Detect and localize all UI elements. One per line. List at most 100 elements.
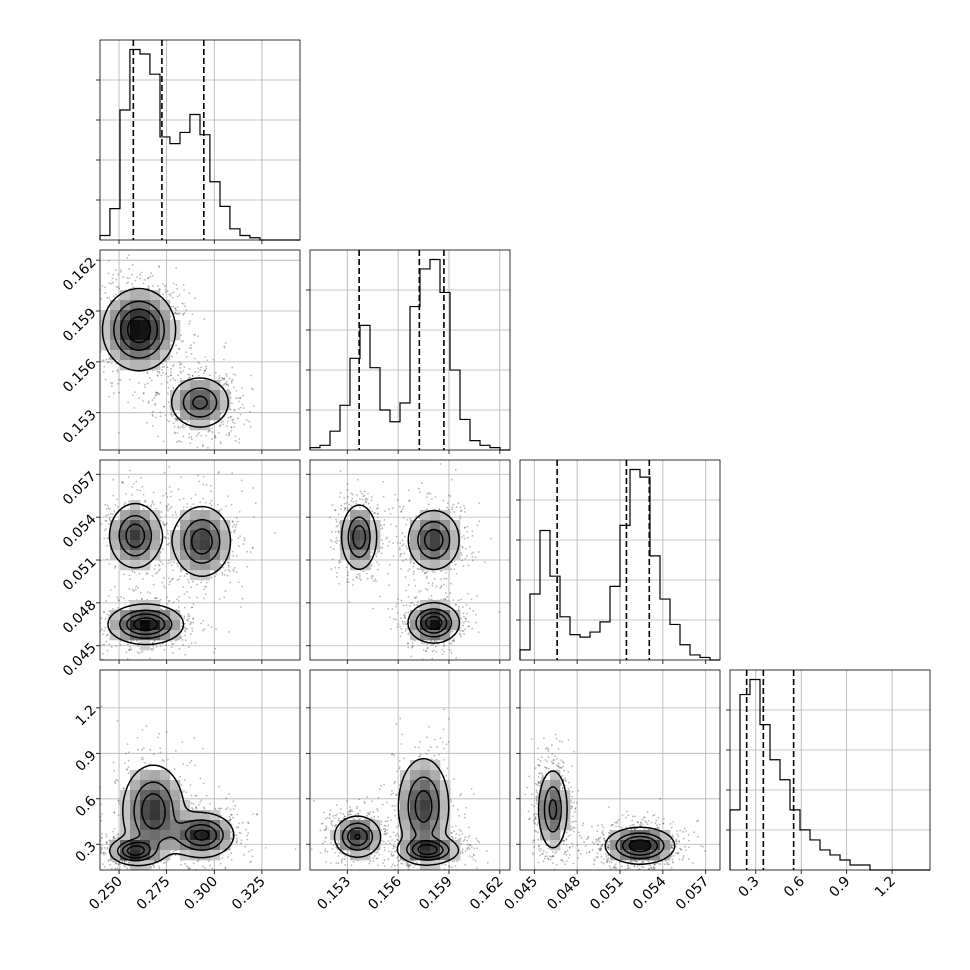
scatter-point	[225, 808, 228, 811]
x-tick-label: 0.9	[826, 874, 853, 901]
scatter-point	[471, 559, 474, 562]
scatter-point	[234, 529, 237, 532]
scatter-point	[226, 574, 229, 577]
scatter-point	[457, 599, 460, 602]
scatter-point	[412, 573, 415, 575]
scatter-point	[184, 653, 187, 656]
scatter-point	[211, 427, 214, 430]
scatter-point	[408, 632, 411, 634]
scatter-point	[170, 344, 173, 347]
scatter-point	[230, 381, 233, 384]
scatter-point	[108, 297, 110, 299]
scatter-point	[477, 631, 480, 634]
scatter-point	[237, 537, 240, 540]
scatter-point	[126, 657, 129, 660]
scatter-point	[197, 361, 200, 364]
scatter-point	[444, 598, 447, 601]
scatter-point	[225, 383, 228, 386]
scatter-point	[235, 397, 237, 399]
scatter-point	[226, 425, 229, 428]
scatter-point	[220, 442, 223, 445]
scatter-point	[119, 269, 122, 272]
scatter-point	[136, 651, 139, 653]
scatter-point	[184, 626, 186, 629]
scatter-point	[103, 537, 106, 540]
scatter-point	[425, 496, 428, 499]
scatter-point	[348, 514, 351, 517]
scatter-point	[229, 416, 232, 419]
scatter-point	[474, 556, 477, 559]
scatter-point	[161, 366, 164, 369]
scatter-point	[131, 486, 134, 488]
scatter-point	[170, 292, 173, 295]
scatter-point	[135, 585, 138, 588]
scatter-point	[243, 537, 246, 539]
scatter-point	[241, 585, 244, 588]
scatter-point	[171, 577, 174, 580]
density-cell	[140, 340, 151, 351]
scatter-point	[190, 438, 193, 440]
scatter-point	[498, 611, 501, 613]
scatter-point	[400, 567, 402, 570]
scatter-point	[219, 425, 222, 428]
scatter-point	[153, 403, 156, 406]
scatter-point	[170, 579, 173, 582]
scatter-point	[157, 435, 159, 438]
scatter-point	[160, 383, 163, 385]
scatter-point	[219, 379, 222, 382]
scatter-point	[210, 438, 213, 440]
scatter-point	[452, 503, 455, 506]
scatter-point	[462, 565, 465, 568]
scatter-point	[111, 277, 114, 280]
scatter-point	[184, 639, 187, 641]
scatter-point	[106, 613, 109, 616]
scatter-point	[338, 496, 341, 498]
scatter-point	[401, 532, 404, 535]
scatter-point	[369, 506, 372, 509]
scatter-point	[221, 560, 224, 563]
scatter-point	[178, 293, 181, 296]
scatter-point	[459, 517, 462, 520]
scatter-point	[179, 426, 182, 429]
scatter-point	[191, 374, 194, 377]
scatter-point	[414, 584, 417, 587]
scatter-point	[164, 359, 167, 362]
scatter-point	[370, 499, 373, 502]
scatter-point	[238, 510, 241, 513]
scatter-point	[108, 614, 110, 617]
scatter-point	[235, 571, 238, 574]
scatter-point	[457, 608, 460, 610]
scatter-point	[235, 842, 238, 844]
scatter-point	[346, 496, 349, 498]
scatter-point	[407, 611, 410, 614]
density-cell	[150, 310, 161, 321]
scatter-point	[223, 383, 226, 386]
scatter-point	[116, 834, 119, 837]
scatter-point	[168, 577, 170, 580]
scatter-point	[129, 645, 132, 648]
scatter-point	[453, 510, 456, 513]
scatter-point	[192, 503, 195, 506]
scatter-point	[241, 597, 244, 600]
density-cell	[150, 320, 161, 331]
scatter-point	[147, 277, 150, 279]
scatter-point	[434, 495, 437, 498]
scatter-point	[356, 478, 359, 481]
scatter-point	[399, 635, 402, 638]
scatter-point	[117, 382, 119, 385]
scatter-point	[182, 497, 185, 500]
scatter-point	[375, 580, 377, 583]
scatter-point	[433, 577, 436, 580]
scatter-point	[350, 504, 353, 507]
scatter-point	[154, 394, 157, 397]
scatter-point	[228, 377, 231, 380]
scatter-point	[442, 583, 445, 586]
scatter-point	[180, 570, 182, 573]
scatter-point	[177, 312, 180, 315]
scatter-point	[431, 650, 434, 653]
scatter-point	[165, 514, 167, 517]
scatter-point	[460, 509, 463, 512]
scatter-point	[142, 392, 145, 395]
scatter-point	[129, 469, 131, 472]
x-tick-label: 0.3	[736, 874, 763, 901]
